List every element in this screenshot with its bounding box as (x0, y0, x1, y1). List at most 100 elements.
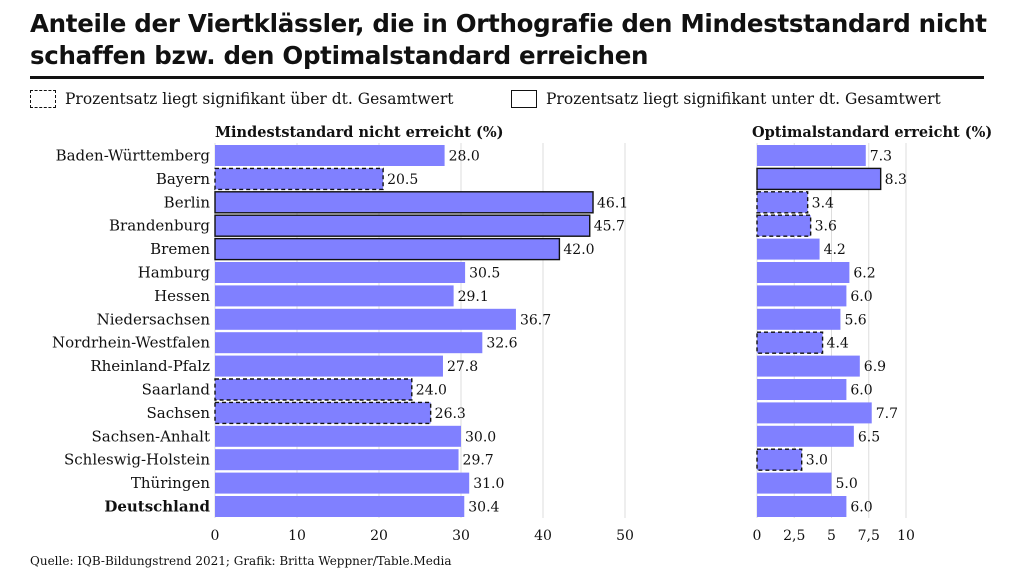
legend-label-above: Prozentsatz liegt signifikant über dt. G… (65, 90, 454, 108)
category-label: Bayern (156, 170, 210, 188)
data-label-opt: 5.6 (844, 312, 866, 328)
bar-opt (757, 355, 860, 377)
data-label-min: 30.0 (465, 429, 496, 445)
data-label-min: 32.6 (486, 336, 517, 352)
data-label-opt: 5.0 (836, 476, 858, 492)
data-label-min: 30.5 (469, 266, 500, 282)
bar-opt (756, 167, 882, 191)
data-label-min: 36.7 (520, 312, 551, 328)
bar-opt (756, 191, 809, 214)
category-label: Sachsen (146, 404, 210, 422)
data-label-opt: 6.0 (850, 289, 872, 305)
bar-min (214, 214, 591, 237)
bar-min (214, 191, 594, 214)
x-tick-label-opt: 10 (897, 528, 915, 544)
bar-opt (757, 425, 854, 447)
bar-opt (757, 379, 847, 400)
bar-opt (757, 238, 820, 260)
panel-title-opt: Optimalstandard erreicht (%) (752, 124, 992, 141)
category-label: Nordrhein-Westfalen (52, 334, 210, 352)
data-label-opt: 7.3 (870, 149, 892, 165)
data-label-opt: 3.0 (806, 453, 828, 469)
data-label-min: 20.5 (387, 172, 418, 188)
bar-min (215, 308, 516, 330)
category-label: Bremen (150, 240, 210, 258)
category-label: Thüringen (131, 474, 210, 492)
x-tick-label-opt: 2,5 (783, 528, 805, 544)
category-label: Brandenburg (109, 217, 210, 235)
data-label-min: 29.1 (458, 289, 489, 305)
x-tick-label-min: 10 (288, 528, 306, 544)
bar-min (214, 167, 384, 191)
data-label-min: 30.4 (468, 500, 499, 516)
legend-swatch-solid (511, 90, 537, 108)
bar-opt (757, 285, 847, 307)
data-label-min: 29.7 (463, 453, 494, 469)
data-label-min: 45.7 (594, 219, 625, 235)
bar-min (215, 425, 461, 447)
data-label-opt: 8.3 (885, 172, 907, 188)
data-label-min: 42.0 (563, 242, 594, 258)
panel-title-min: Mindeststandard nicht erreicht (%) (215, 124, 504, 141)
bar-min (215, 355, 443, 377)
bar-opt (756, 448, 803, 471)
x-tick-label-min: 50 (616, 528, 634, 544)
bar-opt (757, 496, 847, 517)
data-label-opt: 6.0 (850, 383, 872, 399)
data-label-min: 28.0 (449, 149, 480, 165)
x-tick-label-min: 20 (370, 528, 388, 544)
category-label: Saarland (142, 381, 211, 399)
x-tick-label-min: 40 (534, 528, 552, 544)
data-label-opt: 6.0 (850, 500, 872, 516)
data-label-opt: 6.2 (853, 266, 875, 282)
data-label-opt: 3.6 (815, 219, 837, 235)
bar-opt (756, 214, 812, 237)
legend-item-below: Prozentsatz liegt signifikant unter dt. … (511, 88, 941, 110)
bar-opt (757, 145, 866, 166)
x-tick-label-opt: 0 (753, 528, 762, 544)
bar-min (215, 262, 466, 283)
category-label: Hessen (154, 287, 210, 305)
bar-min (215, 145, 445, 166)
data-label-opt: 3.4 (812, 195, 834, 211)
data-label-min: 26.3 (435, 406, 466, 422)
bar-min (215, 449, 459, 471)
bar-opt (757, 262, 850, 283)
data-label-opt: 4.4 (827, 336, 849, 352)
x-tick-label-min: 0 (211, 528, 220, 544)
source-note: Quelle: IQB-Bildungstrend 2021; Grafik: … (30, 554, 452, 568)
category-label: Hamburg (138, 264, 211, 282)
bar-opt (756, 331, 824, 354)
x-tick-label-min: 30 (452, 528, 470, 544)
data-label-min: 27.8 (447, 359, 478, 375)
legend-swatch-dashed (30, 90, 56, 108)
data-label-min: 24.0 (416, 383, 447, 399)
bar-min (215, 472, 470, 494)
data-label-opt: 6.9 (864, 359, 886, 375)
bar-min (215, 285, 454, 307)
bar-min (215, 496, 465, 517)
bar-min (214, 378, 413, 401)
x-tick-label-opt: 5 (827, 528, 836, 544)
data-label-opt: 6.5 (858, 429, 880, 445)
title-divider (30, 76, 984, 79)
chart-title: Anteile der Viertklässler, die in Orthog… (30, 9, 987, 70)
category-label: Deutschland (104, 498, 210, 516)
bar-min (215, 332, 483, 354)
bar-opt (757, 308, 841, 330)
category-label: Berlin (164, 193, 211, 211)
bar-opt (757, 402, 872, 424)
bar-opt (757, 472, 832, 494)
bar-min (214, 401, 432, 425)
category-label: Baden-Württemberg (56, 147, 211, 165)
data-label-opt: 7.7 (876, 406, 898, 422)
category-label: Sachsen-Anhalt (91, 427, 210, 445)
bar-min (214, 237, 561, 261)
legend-item-above: Prozentsatz liegt signifikant über dt. G… (30, 88, 453, 110)
category-label: Schleswig-Holstein (64, 451, 210, 469)
data-label-opt: 4.2 (824, 242, 846, 258)
x-tick-label-opt: 7,5 (858, 528, 880, 544)
legend-label-below: Prozentsatz liegt signifikant unter dt. … (546, 90, 941, 108)
data-label-min: 31.0 (473, 476, 504, 492)
